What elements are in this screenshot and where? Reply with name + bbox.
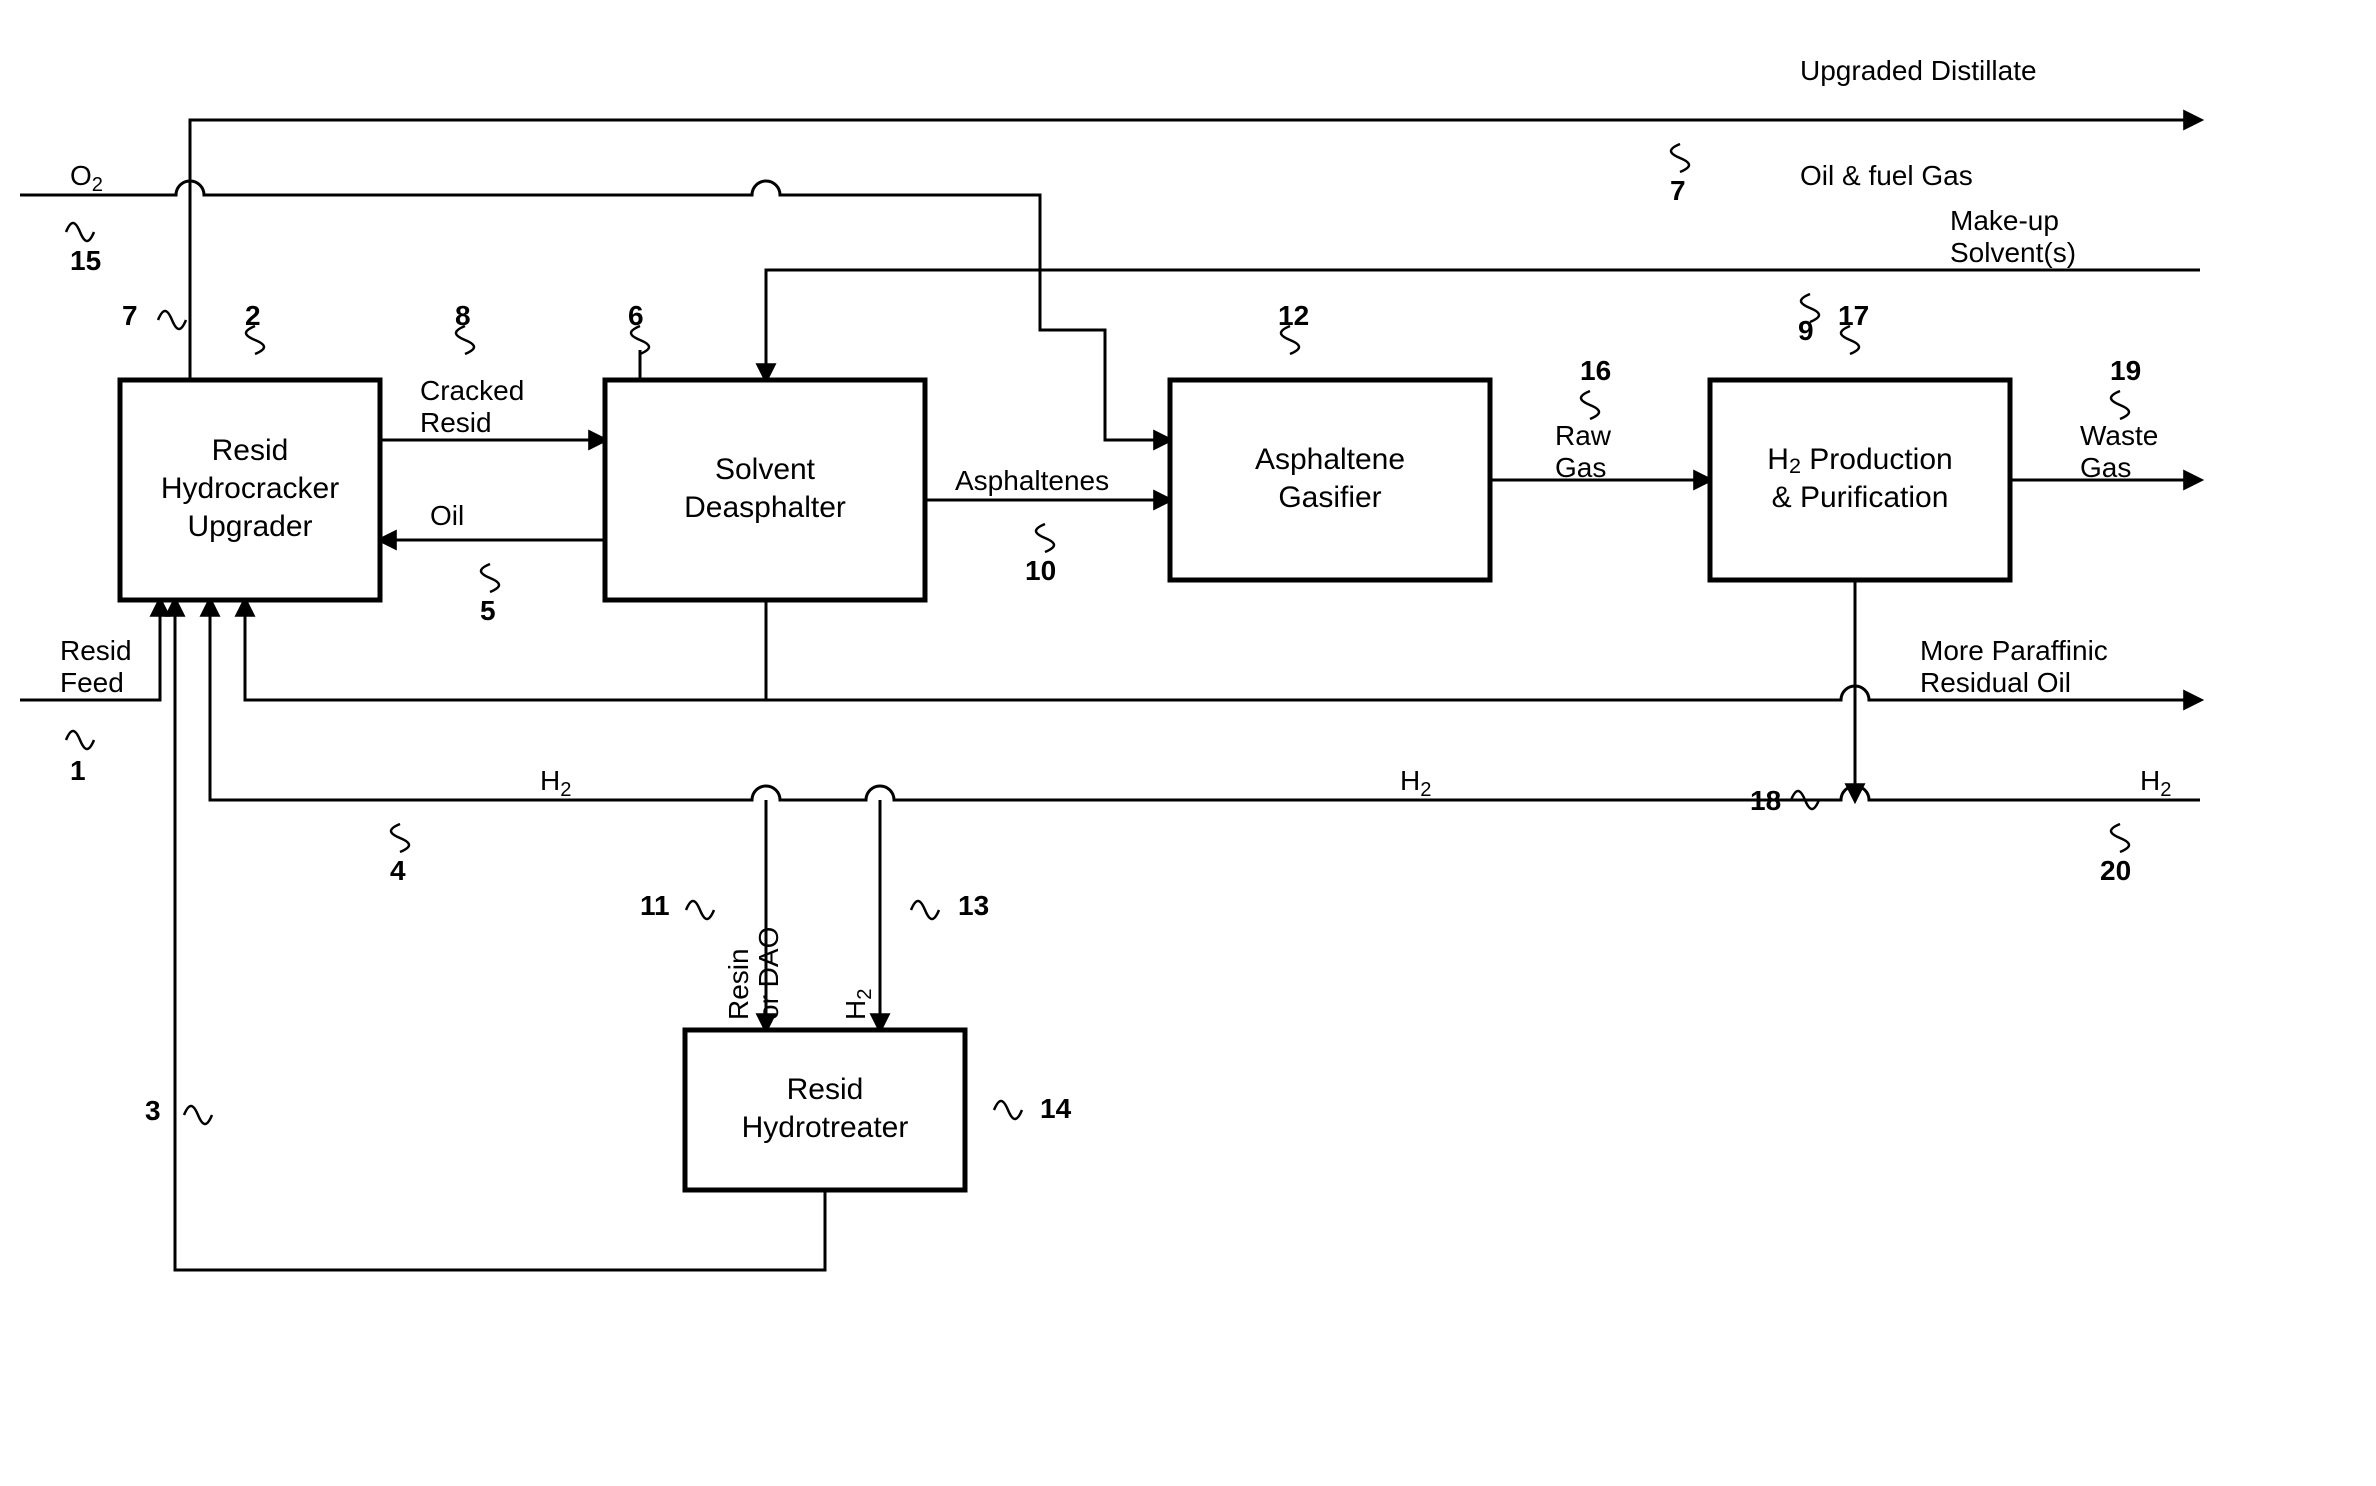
stream-tick-sq3 <box>184 1106 212 1124</box>
label-gas: Gas <box>1555 452 1606 483</box>
stream-tick-sq13 <box>911 901 939 919</box>
stream-num-6: 6 <box>628 300 644 331</box>
label-makeup: Make-up <box>1950 205 2059 236</box>
stream-num-10: 10 <box>1025 555 1056 586</box>
label-h2-20: H2 <box>2140 765 2171 801</box>
stream-tick-sq16 <box>1581 391 1599 419</box>
box-label-hydrotreater-1: Hydrotreater <box>742 1111 909 1144</box>
label-gas2: Gas <box>2080 452 2131 483</box>
label-paraffinic2: Residual Oil <box>1920 667 2071 698</box>
stream-tick-sq7b <box>1671 144 1689 172</box>
box-label-hydrocracker-1: Hydrocracker <box>161 472 339 505</box>
stream-tick-sq15 <box>66 223 94 241</box>
stream-tick-sq10 <box>1036 524 1054 552</box>
label-feed: Feed <box>60 667 124 698</box>
stream-tick-sq14 <box>994 1101 1022 1119</box>
stream-num-9: 9 <box>1798 315 1814 346</box>
box-label-hydrocracker-2: Upgrader <box>187 510 312 543</box>
label-paraffinic1: More Paraffinic <box>1920 635 2108 666</box>
label-upgraded-distillate: Upgraded Distillate <box>1800 55 2037 86</box>
stream-num-5: 5 <box>480 595 496 626</box>
process-flow-diagram: Resid Hydrocracker Upgrader Solvent Deasphal… <box>0 0 2376 1486</box>
stream-num-16: 16 <box>1580 355 1611 386</box>
box-label-gasifier-0: Asphaltene <box>1255 443 1405 476</box>
label-cracked: Cracked <box>420 375 524 406</box>
box-label-deasphalter-1: Deasphalter <box>684 491 846 524</box>
stream-num-4: 4 <box>390 855 406 886</box>
stream-num-7b: 7 <box>1670 175 1686 206</box>
stream-tick-sq19 <box>2111 391 2129 419</box>
stream-num-13: 13 <box>958 890 989 921</box>
stream-num-2: 2 <box>245 300 261 331</box>
box-label-deasphalter-0: Solvent <box>715 453 816 486</box>
box-label-h2prod-1: & Purification <box>1772 481 1949 514</box>
label-asphaltenes: Asphaltenes <box>955 465 1109 496</box>
stream-num-12: 12 <box>1278 300 1309 331</box>
stream-num-3: 3 <box>145 1095 161 1126</box>
stream-tick-sq20 <box>2111 824 2129 852</box>
box-label-gasifier-1: Gasifier <box>1278 481 1381 514</box>
stream-tick-sq7a <box>158 311 186 329</box>
stream-tick-sq4 <box>391 824 409 852</box>
box-label-hydrocracker-0: Resid <box>212 434 289 467</box>
label-oil-fuel-gas: Oil & fuel Gas <box>1800 160 1973 191</box>
label-h2-4: H2 <box>540 765 571 801</box>
label-raw: Raw <box>1555 420 1612 451</box>
stream-tick-sq1 <box>66 731 94 749</box>
label-h2-13: H2 <box>840 989 876 1020</box>
stream-num-18: 18 <box>1750 785 1781 816</box>
label-resid2: Resid <box>420 407 492 438</box>
stream-num-19: 19 <box>2110 355 2141 386</box>
label-resid: Resid <box>60 635 132 666</box>
stream-tick-sq5 <box>481 564 499 592</box>
stream-num-15: 15 <box>70 245 101 276</box>
stream-e_18_recycle <box>245 600 766 700</box>
box-label-hydrotreater-0: Resid <box>787 1073 864 1106</box>
stream-num-11: 11 <box>640 890 670 921</box>
stream-num-1: 1 <box>70 755 86 786</box>
stream-e_9_makeup <box>766 270 2200 380</box>
label-h2-mid: H2 <box>1400 765 1431 801</box>
label-solvents: Solvent(s) <box>1950 237 2076 268</box>
stream-num-8: 8 <box>455 300 471 331</box>
stream-num-17: 17 <box>1838 300 1869 331</box>
label-waste: Waste <box>2080 420 2158 451</box>
label-resin: Resin <box>723 948 754 1020</box>
stream-num-7a: 7 <box>122 300 138 331</box>
label-oil: Oil <box>430 500 464 531</box>
label-or-dao: or DAO <box>753 927 784 1020</box>
stream-e_7_out <box>190 120 2200 380</box>
stream-num-14: 14 <box>1040 1093 1072 1124</box>
stream-tick-sq11 <box>686 901 714 919</box>
stream-num-20: 20 <box>2100 855 2131 886</box>
label-o2: O2 <box>70 160 103 196</box>
